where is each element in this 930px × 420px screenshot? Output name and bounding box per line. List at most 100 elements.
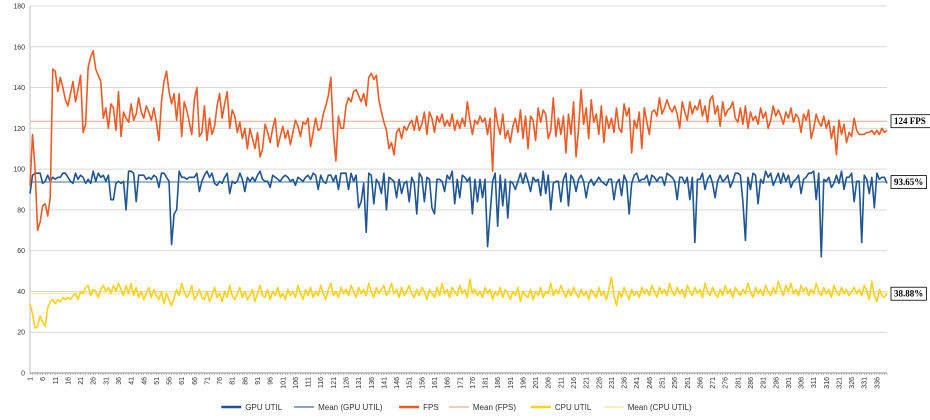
x-tick-label: 86	[242, 377, 249, 385]
x-tick-label: 91	[255, 377, 262, 385]
mean-label-box	[890, 286, 927, 301]
x-tick-label: 291	[761, 377, 768, 389]
x-tick-label: 236	[622, 377, 629, 389]
x-tick-label: 1	[28, 377, 35, 381]
x-tick-label: 311	[811, 377, 818, 388]
x-tick-label: 141	[381, 377, 388, 389]
y-tick-label: 0	[21, 371, 25, 378]
mean-label-box	[890, 175, 927, 189]
x-tick-label: 56	[167, 377, 174, 385]
x-tick-label: 306	[799, 377, 806, 389]
x-tick-label: 96	[268, 377, 275, 385]
x-tick-label: 6	[40, 377, 47, 381]
x-tick-label: 61	[179, 377, 186, 385]
x-tick-label: 266	[697, 377, 704, 389]
x-tick-label: 156	[419, 377, 426, 389]
y-tick-label: 60	[17, 248, 25, 255]
x-tick-label: 326	[849, 377, 856, 389]
mean-value-label: 38.88%	[894, 289, 923, 299]
grid-lines	[30, 5, 887, 374]
y-tick-label: 80	[17, 207, 25, 214]
data-series	[29, 50, 888, 329]
x-tick-label: 201	[533, 377, 540, 389]
y-tick-label: 20	[17, 330, 25, 337]
x-tick-label: 136	[369, 377, 376, 389]
x-tick-label: 111	[306, 377, 313, 388]
mean-lines	[30, 120, 887, 295]
y-tick-label: 120	[13, 126, 25, 133]
y-tick-label: 180	[13, 4, 25, 11]
x-tick-label: 256	[672, 377, 679, 389]
mean-labels: 93.65% 124 FPS 38.88%	[890, 114, 930, 301]
x-tick-label: 71	[204, 377, 211, 385]
x-tick-label: 181	[483, 377, 490, 389]
x-tick-label: 336	[874, 377, 881, 389]
x-tick-label: 196	[520, 377, 527, 389]
legend-label: Mean (CPU UTIL)	[628, 403, 692, 412]
x-tick-label: 221	[584, 377, 591, 389]
x-tick-label: 176	[470, 377, 477, 389]
mean-value-label: 93.65%	[894, 177, 923, 187]
x-tick-label: 16	[65, 377, 72, 385]
x-tick-label: 151	[407, 377, 414, 389]
x-tick-label: 11	[53, 377, 60, 384]
x-tick-label: 321	[836, 377, 843, 389]
x-tick-label: 51	[154, 377, 161, 385]
series-line-cpu-util	[29, 276, 888, 329]
x-tick-label: 251	[660, 377, 667, 389]
x-tick-label: 226	[596, 377, 603, 389]
legend-label: GPU UTIL	[245, 403, 282, 412]
x-tick-label: 301	[786, 377, 793, 389]
x-tick-label: 81	[230, 377, 237, 385]
x-tick-label: 171	[457, 377, 464, 389]
series-line-fps	[29, 50, 888, 232]
legend-label: Mean (FPS)	[473, 403, 516, 412]
x-tick-label: 101	[280, 377, 287, 389]
x-tick-label: 206	[546, 377, 553, 389]
x-tick-label: 316	[824, 377, 831, 389]
x-tick-label: 276	[723, 377, 730, 389]
x-tick-label: 296	[773, 377, 780, 389]
x-tick-label: 21	[78, 377, 85, 385]
y-tick-label: 40	[17, 289, 25, 296]
x-tick-label: 46	[141, 377, 148, 385]
mean-label-box	[890, 114, 930, 129]
x-tick-label: 241	[634, 377, 641, 389]
x-tick-label: 261	[685, 377, 692, 389]
x-tick-label: 286	[748, 377, 755, 389]
x-tick-label: 126	[344, 377, 351, 389]
x-tick-label: 121	[331, 377, 338, 389]
x-tick-label: 146	[394, 377, 401, 389]
x-tick-label: 281	[735, 377, 742, 389]
x-tick-label: 26	[91, 377, 98, 385]
x-tick-label: 131	[356, 377, 363, 389]
legend-label: FPS	[423, 403, 439, 412]
mean-value-label: 124 FPS	[894, 116, 926, 126]
y-tick-label: 140	[13, 85, 25, 92]
x-tick-label: 216	[571, 377, 578, 389]
x-tick-label: 186	[495, 377, 502, 389]
legend-label: Mean (GPU UTIL)	[318, 403, 383, 412]
legend-label: CPU UTIL	[555, 403, 592, 412]
series-line-gpu-util	[29, 170, 888, 258]
x-tick-label: 36	[116, 377, 123, 385]
x-tick-label: 191	[508, 377, 515, 389]
x-tick-label: 41	[129, 377, 136, 385]
x-tick-label: 331	[862, 377, 869, 389]
x-tick-label: 31	[103, 377, 110, 385]
x-tick-label: 166	[445, 377, 452, 389]
legend: GPU UTIL Mean (GPU UTIL) FPS Mean (FPS) CPU …	[221, 403, 692, 412]
x-tick-label: 231	[609, 377, 616, 389]
x-tick-label: 116	[318, 377, 325, 388]
y-tick-label: 160	[13, 44, 25, 51]
x-tick-label: 106	[293, 377, 300, 389]
x-tick-label: 211	[558, 377, 565, 388]
x-tick-label: 161	[432, 377, 439, 389]
x-tick-label: 76	[217, 377, 224, 385]
y-tick-label: 100	[13, 167, 25, 174]
x-tick-label: 66	[192, 377, 199, 385]
x-tick-label: 271	[710, 377, 717, 389]
x-tick-label: 246	[647, 377, 654, 389]
